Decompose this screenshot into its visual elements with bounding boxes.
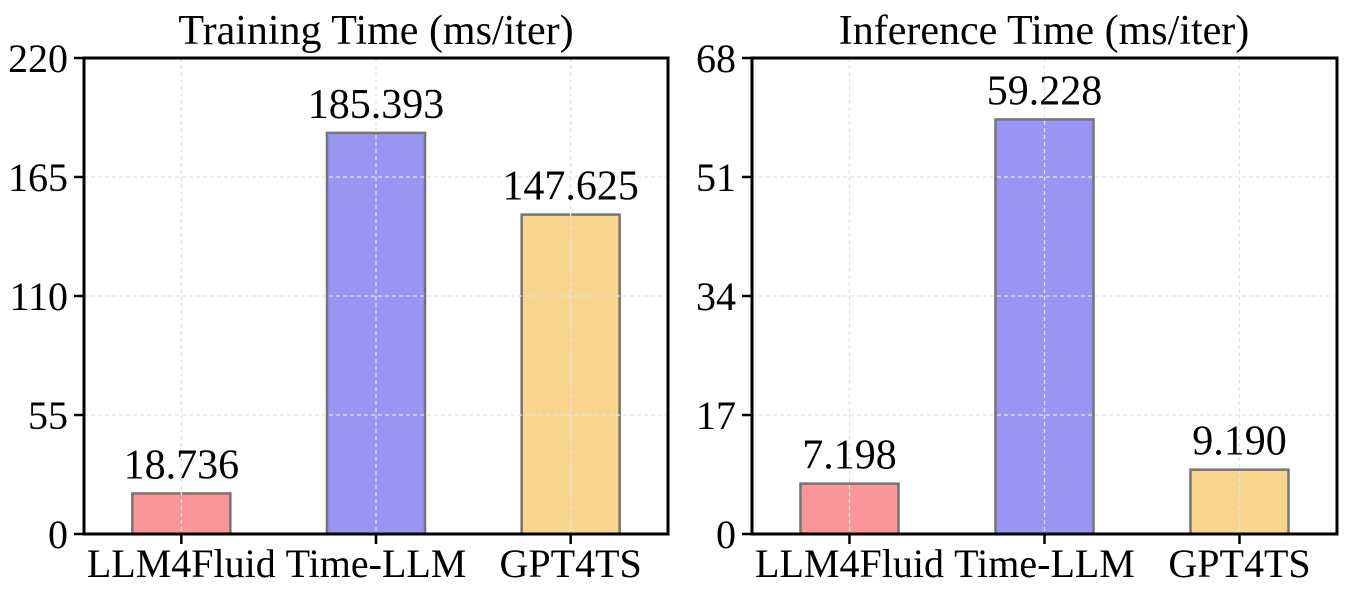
inference-time-plot: Inference Time (ms/iter) 0 17 34 51 68 LLM4Fl… [696,8,1339,586]
bar-value-label: 59.228 [987,68,1103,114]
bar-value-label: 147.625 [502,164,639,210]
training-time-plot: Training Time (ms/iter) 0 55 110 165 220 LLM4… [8,8,670,586]
chart-title: Inference Time (ms/iter) [839,8,1250,54]
bar-value-label: 7.198 [802,433,897,479]
y-tick-label: 165 [8,155,68,200]
training-time-chart: Training Time (ms/iter) 0 55 110 165 220 LLM4… [8,8,670,586]
y-tick-label: 0 [716,512,736,557]
chart-title: Training Time (ms/iter) [178,8,573,54]
x-category-label: GPT4TS [500,541,642,586]
bar-value-label: 185.393 [308,82,445,128]
x-category-label: LLM4Fluid [87,541,276,586]
y-tick-label: 220 [8,36,68,81]
bar-value-label: 18.736 [124,442,240,488]
x-category-label: Time-LLM [954,541,1135,586]
x-category-label: Time-LLM [286,541,467,586]
y-tick-label: 34 [696,274,736,319]
y-tick-label: 51 [696,155,736,200]
y-tick-label: 55 [28,393,68,438]
y-tick-label: 68 [696,36,736,81]
bar-value-label: 9.190 [1192,419,1287,465]
y-tick-label: 17 [696,393,736,438]
y-tick-label: 0 [48,512,68,557]
x-category-label: GPT4TS [1168,541,1310,586]
x-category-label: LLM4Fluid [755,541,944,586]
inference-time-chart: Inference Time (ms/iter) 0 17 34 51 68 LLM4Fl… [676,0,1351,603]
y-tick-label: 110 [9,274,68,319]
